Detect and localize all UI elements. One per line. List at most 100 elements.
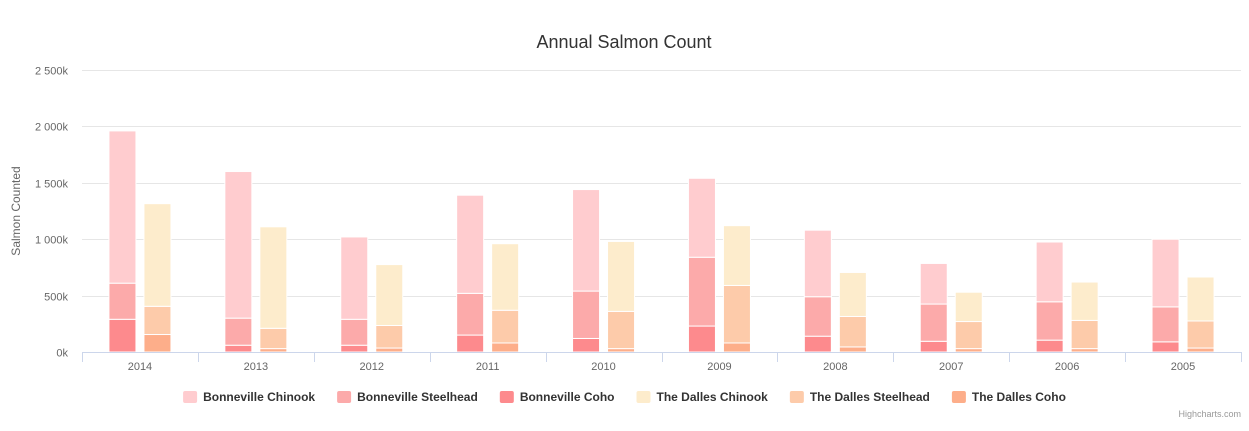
bar-segment[interactable] bbox=[572, 290, 601, 339]
bar-segment[interactable] bbox=[687, 256, 716, 327]
bar-segment[interactable] bbox=[803, 296, 832, 337]
bar-segment[interactable] bbox=[954, 321, 983, 350]
legend-label: The Dalles Coho bbox=[972, 390, 1066, 404]
bar-segment[interactable] bbox=[919, 262, 948, 305]
bar-segment[interactable] bbox=[224, 344, 253, 353]
y-tick-label: 1 000k bbox=[35, 235, 69, 247]
legend-label: Bonneville Steelhead bbox=[357, 390, 478, 404]
x-tick-label: 2013 bbox=[244, 361, 268, 373]
x-tick-label: 2005 bbox=[1171, 361, 1195, 373]
bar-segment[interactable] bbox=[1070, 348, 1099, 353]
x-tick-label: 2011 bbox=[476, 361, 500, 373]
grid-lines bbox=[82, 70, 1241, 297]
y-axis-title: Salmon Counted bbox=[9, 166, 23, 255]
bar-segment[interactable] bbox=[1035, 339, 1064, 353]
bar-segment[interactable] bbox=[491, 342, 520, 353]
legend-swatch bbox=[337, 391, 352, 403]
bar-segment[interactable] bbox=[143, 334, 172, 353]
bar-segment[interactable] bbox=[340, 318, 369, 346]
y-tick-label: 1 500k bbox=[35, 179, 69, 191]
x-tick-label: 2010 bbox=[591, 361, 615, 373]
bar-segment[interactable] bbox=[803, 229, 832, 298]
bar-segment[interactable] bbox=[722, 284, 751, 344]
bar-segment[interactable] bbox=[1186, 276, 1215, 322]
y-tick-label: 500k bbox=[44, 292, 68, 304]
bar-segment[interactable] bbox=[259, 327, 288, 350]
bar-segment[interactable] bbox=[108, 130, 137, 284]
bar-segment[interactable] bbox=[838, 346, 867, 353]
bar-segment[interactable] bbox=[1151, 341, 1180, 353]
bar-segment[interactable] bbox=[375, 264, 404, 326]
x-tick-label: 2007 bbox=[939, 361, 963, 373]
bar-segment[interactable] bbox=[687, 177, 716, 258]
legend: Bonneville Chinook Bonneville Steelhead Bo… bbox=[183, 390, 1066, 404]
credits-link[interactable]: Highcharts.com bbox=[1178, 409, 1241, 419]
legend-item[interactable]: Bonneville Steelhead bbox=[337, 390, 478, 404]
x-tick-label: 2014 bbox=[128, 361, 152, 373]
bar-segment[interactable] bbox=[838, 271, 867, 317]
bar-segment[interactable] bbox=[224, 171, 253, 319]
legend-label: The Dalles Chinook bbox=[656, 390, 768, 404]
bar-segment[interactable] bbox=[687, 325, 716, 353]
legend-swatch bbox=[951, 391, 966, 403]
legend-item[interactable]: The Dalles Coho bbox=[951, 390, 1066, 404]
bar-segment[interactable] bbox=[340, 344, 369, 353]
bar-segment[interactable] bbox=[607, 310, 636, 350]
bar-segment[interactable] bbox=[607, 348, 636, 353]
bar-segment[interactable] bbox=[456, 334, 485, 353]
bar-segment[interactable] bbox=[491, 309, 520, 344]
bar-segment[interactable] bbox=[456, 194, 485, 294]
bar-segment[interactable] bbox=[919, 340, 948, 353]
bar-segment[interactable] bbox=[1186, 347, 1215, 353]
bar-segment[interactable] bbox=[1186, 320, 1215, 349]
bar-segment[interactable] bbox=[919, 303, 948, 342]
bar-segment[interactable] bbox=[838, 315, 867, 348]
legend-swatch bbox=[183, 391, 198, 403]
bar-segment[interactable] bbox=[1035, 301, 1064, 341]
legend-item[interactable]: Bonneville Chinook bbox=[183, 390, 315, 404]
axes: 0k 500k 1 000k 1 500k 2 000k 2 500k 2014 2013 20… bbox=[35, 66, 1242, 373]
bar-segment[interactable] bbox=[1070, 319, 1099, 350]
bar-segment[interactable] bbox=[224, 317, 253, 346]
bar-segment[interactable] bbox=[108, 282, 137, 320]
legend-label: The Dalles Steelhead bbox=[810, 390, 930, 404]
legend-swatch bbox=[789, 391, 804, 403]
x-tick-label: 2008 bbox=[823, 361, 847, 373]
bar-segment[interactable] bbox=[803, 335, 832, 353]
bar-segment[interactable] bbox=[340, 236, 369, 320]
legend-label: Bonneville Coho bbox=[520, 390, 615, 404]
bar-segment[interactable] bbox=[607, 240, 636, 312]
x-tick-label: 2006 bbox=[1055, 361, 1079, 373]
bar-segment[interactable] bbox=[143, 305, 172, 336]
bar-segment[interactable] bbox=[456, 292, 485, 336]
bar-segment[interactable] bbox=[375, 324, 404, 349]
legend-item[interactable]: Bonneville Coho bbox=[499, 390, 615, 404]
bar-segment[interactable] bbox=[259, 348, 288, 353]
bar-segment[interactable] bbox=[1070, 281, 1099, 321]
legend-item[interactable]: The Dalles Steelhead bbox=[789, 390, 930, 404]
bar-segment[interactable] bbox=[1035, 241, 1064, 303]
chart-title: Annual Salmon Count bbox=[536, 32, 711, 52]
legend-label: Bonneville Chinook bbox=[203, 390, 315, 404]
bar-segment[interactable] bbox=[1151, 306, 1180, 343]
bar-segment[interactable] bbox=[491, 243, 520, 311]
bar-segment[interactable] bbox=[375, 347, 404, 353]
bar-segment[interactable] bbox=[954, 291, 983, 323]
legend-item[interactable]: The Dalles Chinook bbox=[636, 390, 768, 404]
y-tick-label: 2 000k bbox=[35, 122, 69, 134]
bar-segment[interactable] bbox=[108, 318, 137, 353]
y-tick-label: 2 500k bbox=[35, 66, 69, 78]
legend-swatch bbox=[636, 391, 651, 403]
bar-segment[interactable] bbox=[259, 226, 288, 329]
bar-segment[interactable] bbox=[722, 225, 751, 286]
legend-swatch bbox=[499, 391, 514, 403]
y-tick-label: 0k bbox=[56, 348, 68, 360]
bar-segment[interactable] bbox=[954, 348, 983, 353]
bar-segment[interactable] bbox=[1151, 238, 1180, 308]
bar-segment[interactable] bbox=[572, 189, 601, 292]
bar-segment[interactable] bbox=[143, 203, 172, 307]
bar-segment[interactable] bbox=[572, 337, 601, 353]
bar-segment[interactable] bbox=[722, 342, 751, 353]
